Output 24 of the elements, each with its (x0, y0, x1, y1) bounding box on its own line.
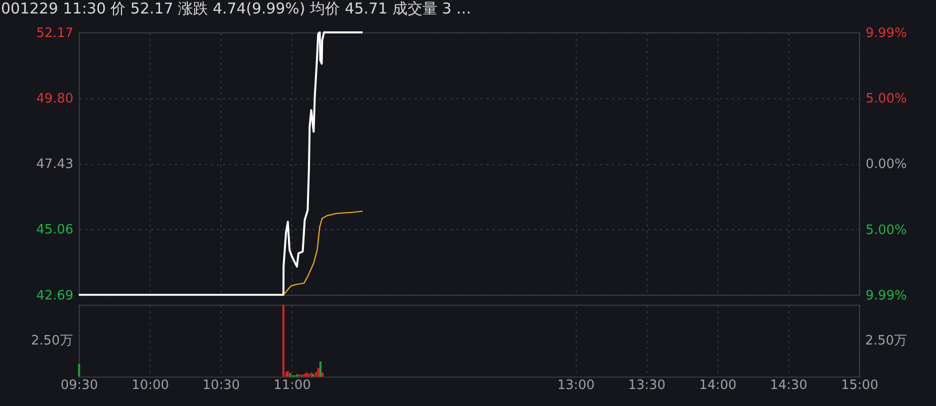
x-tick-label: 09:30 (60, 378, 98, 394)
y2-tick-label: 9.99% (866, 26, 907, 41)
y-tick-label: 45.06 (36, 222, 74, 238)
x-tick-label: 10:00 (132, 378, 169, 394)
x-tick-label: 14:30 (770, 378, 808, 394)
y-tick-label: 42.69 (36, 288, 74, 304)
line-series (282, 210, 364, 296)
x-tick-label: 13:30 (628, 378, 666, 394)
y2-tick-label: 0.00% (866, 157, 907, 172)
x-tick-label: 11:00 (273, 378, 311, 394)
y2-tick-label: 9.99% (866, 288, 907, 304)
text: 2.50万 (30, 334, 73, 349)
y2-tick-label: 5.00% (866, 91, 907, 106)
y2-tick-label: 5.00% (866, 222, 907, 238)
y-tick-label: 52.17 (36, 26, 74, 41)
y-tick-label: 47.43 (36, 157, 74, 172)
bar (78, 364, 80, 377)
text: 2.50万 (865, 334, 908, 349)
y-tick-label: 49.80 (36, 91, 74, 106)
x-tick-label: 15:00 (840, 378, 878, 394)
chart-title: 001229 11:30 价 52.17 涨跌 4.74(9.99%) 均价 45.71 成交量 3 … (1, 0, 472, 18)
x-tick-label: 10:30 (202, 378, 240, 394)
x-tick-label: 14:00 (699, 378, 736, 394)
x-tick-label: 13:00 (557, 378, 595, 394)
